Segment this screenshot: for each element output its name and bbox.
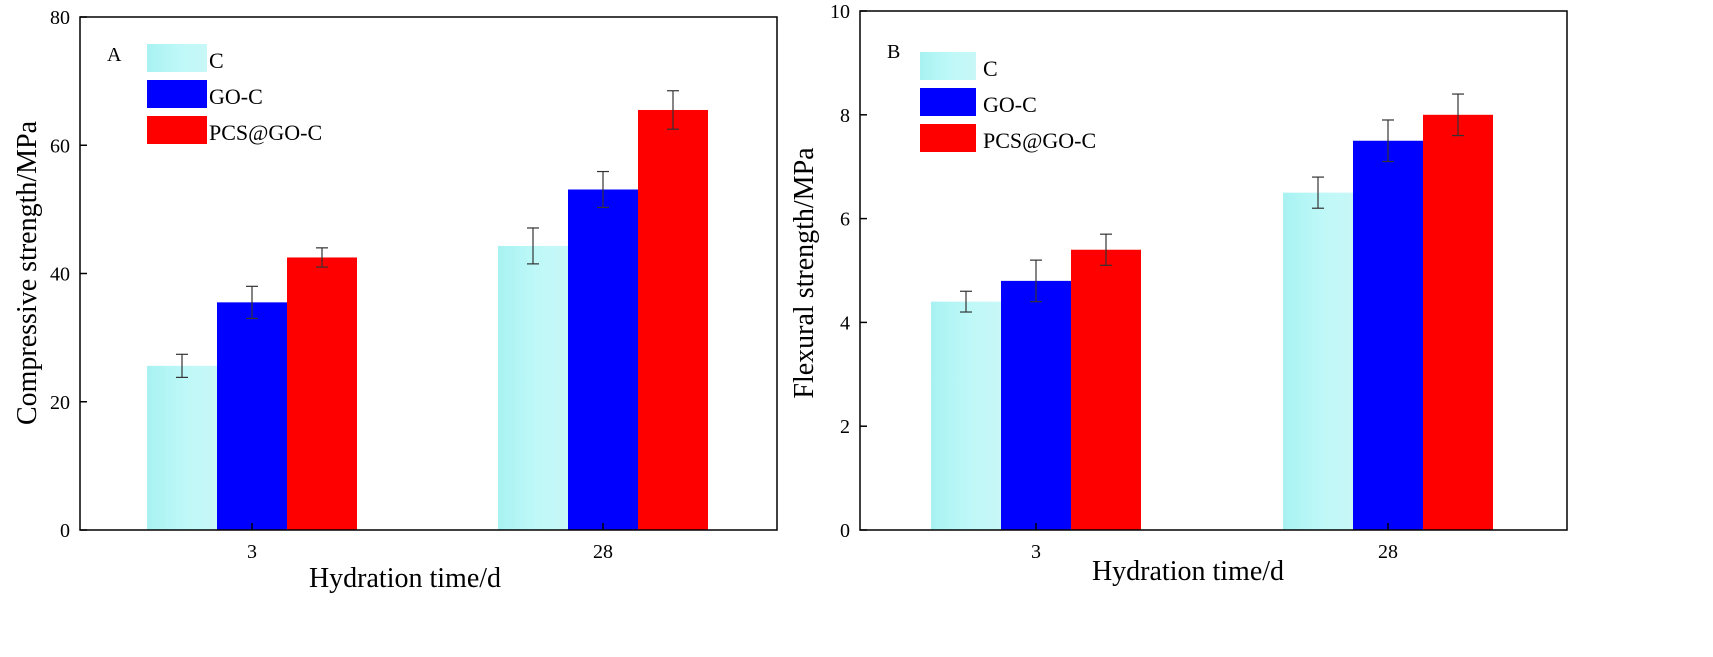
bar-c-28	[498, 245, 568, 530]
error-bar	[1312, 176, 1324, 209]
legend-swatch	[920, 88, 976, 116]
bar-go-c-3	[1001, 280, 1071, 530]
panel-label: B	[887, 41, 900, 63]
error-bar	[176, 353, 188, 378]
legend-label: GO-C	[983, 92, 1037, 117]
chart-panel-a: 0 20 40 60 80 3 28 Hydration time/d Compressive …	[12, 7, 778, 594]
error-bar	[1030, 259, 1042, 303]
y-tick-label: 4	[840, 312, 850, 334]
legend-label: C	[209, 48, 224, 73]
bar-go-c-3	[217, 302, 287, 530]
legend-swatch	[147, 80, 207, 108]
error-bar	[246, 285, 258, 319]
y-tick-label: 0	[840, 520, 850, 542]
y-tick-label: 10	[830, 1, 850, 23]
legend-label: PCS@GO-C	[209, 120, 322, 145]
error-bar	[960, 290, 972, 313]
x-tick-label: 3	[1031, 541, 1041, 563]
error-bar	[316, 247, 328, 268]
x-axis-title: Hydration time/d	[309, 563, 501, 594]
legend-swatch	[920, 52, 976, 80]
y-axis-title: Compressive strength/MPa	[12, 120, 43, 425]
y-tick-label: 8	[840, 105, 850, 127]
bar-pcs-go-c-3	[1071, 249, 1141, 531]
bar-go-c-28	[568, 189, 638, 530]
chart-panel-b: 0 2 4 6 8 10 3 28 Hydration time/d Flexural stren…	[789, 1, 1568, 587]
error-bar	[527, 227, 539, 265]
error-bar	[667, 90, 679, 130]
legend-label: C	[983, 56, 998, 81]
x-tick-label: 3	[247, 541, 257, 563]
x-axis-title: Hydration time/d	[1092, 556, 1284, 587]
legend-swatch	[147, 44, 207, 72]
bar-c-3	[931, 301, 1001, 530]
legend-swatch	[147, 116, 207, 144]
legend: C GO-C PCS@GO-C	[147, 44, 322, 145]
x-tick-label: 28	[1378, 541, 1398, 563]
plot-frame	[859, 10, 1568, 531]
y-tick-label: 0	[60, 520, 70, 542]
bar-c-28	[1283, 192, 1353, 530]
bar-pcs-go-c-28	[1423, 114, 1493, 531]
bar-c-3	[147, 365, 217, 530]
error-bar	[1100, 233, 1112, 266]
error-bar	[1452, 93, 1464, 137]
y-axis-title: Flexural strength/MPa	[789, 147, 820, 399]
legend: C GO-C PCS@GO-C	[920, 52, 1096, 153]
legend-label: PCS@GO-C	[983, 128, 1096, 153]
y-tick-label: 80	[50, 7, 70, 29]
y-tick-label: 40	[50, 264, 70, 286]
y-tick-label: 6	[840, 209, 850, 231]
y-tick-label: 20	[50, 392, 70, 414]
bar-pcs-go-c-3	[287, 257, 357, 530]
bar-go-c-28	[1353, 140, 1423, 530]
y-tick-label: 60	[50, 135, 70, 157]
panel-label: A	[107, 44, 122, 66]
y-tick-label: 2	[840, 416, 850, 438]
legend-label: GO-C	[209, 84, 263, 109]
legend-swatch	[920, 124, 976, 152]
error-bar	[597, 170, 609, 209]
x-tick-label: 28	[593, 541, 613, 563]
bar-pcs-go-c-28	[638, 109, 708, 530]
error-bar	[1382, 119, 1394, 163]
